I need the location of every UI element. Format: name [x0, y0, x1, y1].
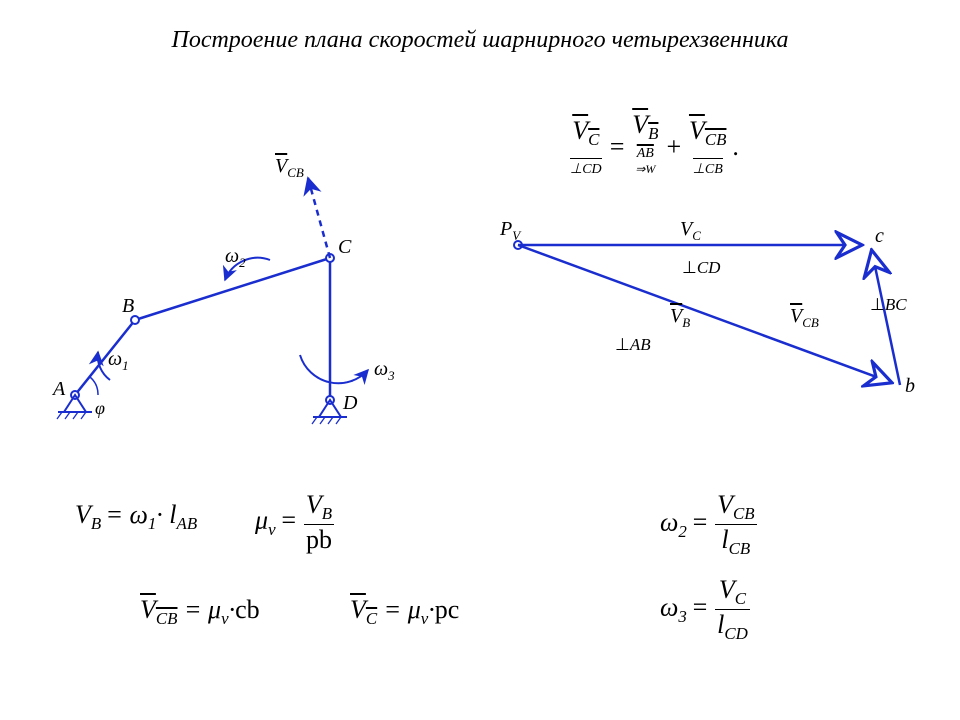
label-omega3: ω3: [374, 358, 395, 384]
mechanism-diagram: [57, 178, 368, 424]
label-vcb-plan: VCB: [790, 305, 819, 331]
label-A: A: [53, 378, 65, 401]
formula-vb: VB = ω1· lAB: [75, 500, 197, 534]
label-phi: φ: [95, 398, 105, 419]
label-B: B: [122, 295, 134, 318]
label-c: c: [875, 225, 884, 248]
formula-vector-eq: VC ⊥CD = VB AB⇒W + VCB ⊥CB .: [570, 110, 739, 180]
phi-arc: [90, 377, 98, 395]
label-vc-plan: VC: [680, 218, 701, 244]
label-pv: PV: [500, 218, 520, 244]
label-omega1: ω1: [108, 348, 129, 374]
formula-muv: μv = VB pb: [255, 490, 334, 555]
omega3-arc: [300, 355, 368, 383]
vector-vcb-plan: [872, 252, 900, 385]
label-omega2: ω2: [225, 245, 246, 271]
label-D: D: [343, 392, 357, 415]
formula-omega3: ω3 = VC lCD: [660, 575, 750, 644]
formula-vc-mu: VC = μv·pc: [350, 595, 459, 629]
label-vb-plan: VB: [670, 305, 690, 331]
vector-vcb: [308, 178, 330, 258]
label-C: C: [338, 236, 351, 259]
label-perp-ab: ⊥AB: [615, 335, 651, 355]
formula-omega2: ω2 = VCB lCB: [660, 490, 757, 559]
label-perp-bc: ⊥BC: [870, 295, 907, 315]
label-perp-cd: ⊥CD: [682, 258, 720, 278]
pivot-D: [312, 396, 347, 424]
label-vcb-mech: VCB: [275, 155, 304, 181]
label-b: b: [905, 375, 915, 398]
formula-vcb-mu: VCB = μv·cb: [140, 595, 260, 629]
